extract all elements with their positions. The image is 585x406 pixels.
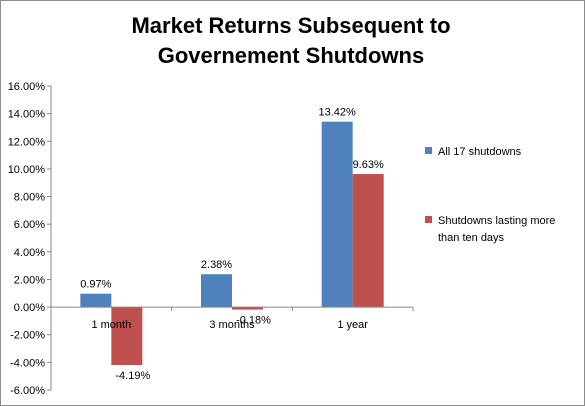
x-tick-label: 1 month (91, 319, 131, 331)
y-tick-label: 6.00% (14, 219, 45, 231)
data-label: -0.18% (236, 315, 271, 327)
data-label: 9.63% (353, 159, 384, 171)
data-label: -4.19% (115, 370, 150, 382)
bar-series-2 (352, 174, 384, 308)
legend-label-series-2: Shutdowns lasting more than ten days (438, 215, 556, 244)
y-tick-label: 0.00% (14, 302, 45, 314)
y-tick-label: 16.00% (8, 81, 46, 93)
legend-label-series-1: All 17 shutdowns (438, 146, 522, 158)
y-tick-label: -4.00% (10, 357, 45, 369)
legend-item-all-shutdowns: All 17 shutdowns (425, 144, 575, 161)
y-tick-label: 4.00% (14, 247, 45, 259)
bar-series-1 (201, 274, 232, 308)
y-tick-label: 2.00% (14, 274, 45, 286)
data-label: 2.38% (201, 259, 232, 271)
bar-series-2 (111, 307, 143, 365)
legend-item-long-shutdowns: Shutdowns lasting more than ten days (425, 213, 575, 247)
x-tick-label: 1 year (337, 319, 368, 331)
data-label: 0.97% (80, 279, 111, 291)
legend-swatch-series-2 (425, 216, 432, 223)
y-tick-label: 10.00% (8, 164, 46, 176)
chart-title: Market Returns Subsequent to Governement… (131, 13, 451, 68)
bar-series-1 (321, 121, 353, 308)
bar-series-1 (80, 293, 112, 308)
y-tick-label: 8.00% (14, 192, 45, 204)
y-tick-label: -2.00% (10, 330, 45, 342)
data-label: 13.42% (319, 107, 357, 119)
bar-series-2 (232, 307, 263, 310)
legend-swatch-series-1 (425, 147, 432, 154)
y-tick-label: -6.00% (10, 385, 45, 397)
y-tick-label: 14.00% (8, 109, 46, 121)
y-tick-label: 12.00% (8, 136, 46, 148)
x-tick-label: 3 months (209, 319, 255, 331)
